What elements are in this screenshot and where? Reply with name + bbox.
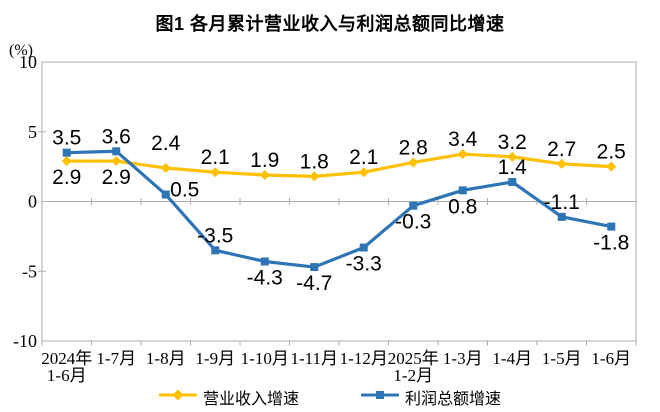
x-category-label: 2024年	[41, 349, 92, 368]
data-point-marker	[260, 257, 269, 266]
data-point-label: -1.8	[593, 232, 629, 255]
data-point-label: -3.3	[346, 253, 382, 276]
data-point-label: 2.9	[52, 166, 81, 189]
x-category-label: 1-4月	[492, 349, 532, 368]
x-category-label: 2025年	[388, 349, 439, 368]
x-category-label: 1-8月	[146, 349, 186, 368]
data-point-label: 2.5	[597, 141, 626, 164]
legend: 营业收入增速 利润总额增速	[0, 385, 660, 409]
legend-label-profit: 利润总额增速	[405, 391, 502, 408]
y-tick-label: 0	[28, 192, 37, 212]
chart-title: 图1 各月累计营业收入与利润总额同比增速	[155, 14, 505, 34]
x-category-label: 1-5月	[542, 349, 582, 368]
data-point-marker	[62, 148, 71, 157]
data-point-marker	[161, 190, 170, 199]
y-tick-label: 10	[19, 52, 37, 72]
data-point-label: -0.3	[395, 211, 431, 234]
data-point-marker	[408, 157, 419, 168]
x-category-label: 1-2月	[393, 366, 433, 385]
data-point-marker	[160, 163, 171, 174]
x-category-label: 1-11月	[290, 349, 338, 368]
data-point-marker	[259, 169, 270, 180]
data-point-label: 3.5	[52, 127, 81, 150]
profit-line-marker-icon	[361, 388, 399, 406]
data-point-label: -3.5	[197, 224, 233, 247]
series-line-square	[65, 149, 613, 269]
y-tick-label: -10	[13, 331, 37, 351]
series-line-diamond	[65, 152, 613, 178]
data-point-label: 2.7	[547, 138, 576, 161]
data-point-marker	[508, 177, 517, 186]
y-tick-label: -5	[22, 261, 37, 281]
data-point-label: 2.1	[201, 146, 230, 169]
x-category-label: 1-9月	[195, 349, 235, 368]
x-category-label: 1-12月	[340, 349, 388, 368]
data-point-label: 3.4	[448, 128, 478, 151]
x-category-label: 1-6月	[591, 349, 631, 368]
data-point-marker	[210, 167, 221, 178]
data-point-label: -1.1	[544, 191, 580, 214]
y-tick-label: 5	[28, 122, 37, 142]
data-point-marker	[458, 186, 467, 195]
x-category-label: 1-3月	[443, 349, 483, 368]
legend-item-revenue: 营业收入增速	[158, 385, 299, 409]
x-category-label: 1-10月	[241, 349, 289, 368]
x-category-label: 1-7月	[96, 349, 136, 368]
data-point-label: -4.3	[247, 266, 283, 289]
data-point-label: 1.8	[300, 150, 329, 173]
data-point-marker	[557, 212, 566, 221]
revenue-line-marker-icon	[158, 388, 197, 406]
data-point-marker	[507, 151, 518, 162]
data-point-marker	[556, 158, 567, 169]
data-point-label: 1.9	[250, 149, 279, 172]
data-point-marker	[310, 263, 319, 272]
data-point-label: -4.7	[296, 272, 332, 295]
data-point-marker	[111, 156, 122, 167]
data-point-label: 2.8	[399, 136, 428, 159]
data-point-marker	[457, 149, 468, 160]
data-point-label: 2.4	[151, 132, 181, 155]
data-point-marker	[359, 243, 368, 252]
data-point-label: 2.1	[349, 146, 378, 169]
data-point-marker	[309, 171, 320, 182]
data-point-label: 3.6	[102, 125, 131, 148]
data-point-label: 3.2	[498, 131, 527, 154]
data-point-label: 1.4	[498, 156, 528, 179]
data-point-label: 0.5	[170, 179, 199, 202]
data-point-label: 2.9	[102, 166, 131, 189]
data-point-marker	[607, 222, 616, 231]
data-point-marker	[211, 246, 220, 255]
x-category-label: 1-6月	[47, 366, 87, 385]
data-point-marker	[112, 147, 121, 156]
data-point-marker	[61, 156, 72, 167]
data-point-marker	[409, 201, 418, 210]
legend-item-profit: 利润总额增速	[361, 385, 501, 409]
legend-label-revenue: 营业收入增速	[202, 391, 299, 408]
data-point-marker	[606, 161, 617, 172]
data-point-marker	[358, 167, 369, 178]
y-axis-unit-label: (%)	[9, 42, 33, 59]
data-point-label: 0.8	[448, 195, 477, 218]
